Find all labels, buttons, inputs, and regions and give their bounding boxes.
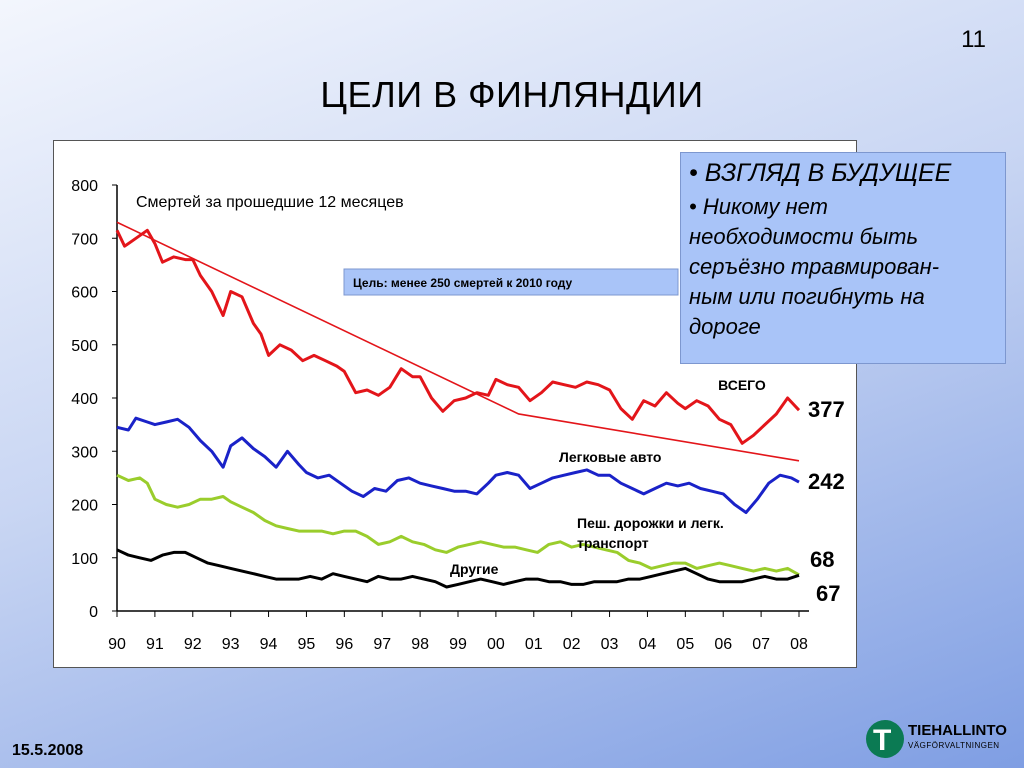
y-tick-label: 100 [71, 551, 98, 568]
series-name-label: Легковые авто [559, 449, 661, 465]
x-tick-label: 07 [752, 636, 770, 653]
target-line [116, 221, 800, 462]
y-tick-label: 300 [71, 444, 98, 461]
x-tick-label: 90 [108, 636, 126, 653]
logo-sub: VÄGFÖRVALTNINGEN [908, 741, 1000, 750]
series-line [116, 548, 800, 589]
series-name-label: Другие [450, 561, 499, 577]
x-tick-label: 08 [790, 636, 808, 653]
y-tick-label: 800 [71, 178, 98, 195]
tiehallinto-logo: T TIEHALLINTO VÄGFÖRVALTNINGEN [866, 718, 1007, 762]
slide-number: 11 [961, 26, 986, 53]
series-line [116, 473, 800, 577]
series-end-value: 242 [808, 469, 845, 494]
series-name-label: Пеш. дорожки и легк. [577, 515, 724, 531]
callout-line: серъёзно травмирован- [689, 254, 940, 279]
callout-body: • Никому нет необходимости быть серъёзно… [689, 192, 997, 342]
series-end-value: 377 [808, 397, 845, 422]
x-tick-label: 92 [184, 636, 202, 653]
x-tick-label: 05 [676, 636, 694, 653]
series-line [115, 228, 801, 445]
series-end-value: 67 [816, 581, 840, 606]
callout-line: ным или погибнуть на [689, 284, 925, 309]
x-tick-label: 02 [563, 636, 581, 653]
x-tick-label: 00 [487, 636, 505, 653]
chart-title: Смертей за прошедшие 12 месяцев [136, 194, 404, 211]
page-title: ЦЕЛИ В ФИНЛЯНДИИ [320, 74, 704, 115]
y-tick-label: 500 [71, 338, 98, 355]
target-label-box [343, 268, 679, 296]
callout-box: • ВЗГЛЯД В БУДУЩЕЕ • Никому нет необходи… [680, 152, 1006, 364]
x-tick-label: 97 [373, 636, 391, 653]
y-tick-label: 0 [89, 604, 98, 621]
x-tick-label: 06 [714, 636, 732, 653]
x-tick-label: 94 [260, 636, 278, 653]
target-label: Цель: менее 250 смертей к 2010 году [353, 276, 573, 290]
x-tick-label: 95 [298, 636, 316, 653]
callout-heading: • ВЗГЛЯД В БУДУЩЕЕ [689, 159, 952, 187]
y-tick-label: 700 [71, 231, 98, 248]
x-tick-label: 91 [146, 636, 164, 653]
y-tick-label: 200 [71, 498, 98, 515]
x-tick-label: 93 [222, 636, 240, 653]
callout-line: • Никому нет [689, 194, 828, 219]
callout-line: дороге [689, 314, 761, 339]
callout-line: необходимости быть [689, 224, 919, 249]
x-tick-label: 01 [525, 636, 543, 653]
x-tick-label: 04 [639, 636, 657, 653]
y-tick-label: 600 [71, 285, 98, 302]
logo-name: TIEHALLINTO [908, 722, 1007, 739]
footer-date: 15.5.2008 [12, 742, 84, 759]
x-tick-label: 03 [601, 636, 619, 653]
series-name-label: транспорт [577, 535, 649, 551]
logo-mark-icon: T [866, 720, 904, 758]
x-tick-label: 99 [449, 636, 467, 653]
x-tick-label: 96 [335, 636, 353, 653]
series-name-label: ВСЕГО [718, 377, 766, 393]
y-tick-label: 400 [71, 391, 98, 408]
series-end-value: 68 [810, 547, 834, 572]
x-tick-label: 98 [411, 636, 429, 653]
series-line [116, 416, 800, 514]
